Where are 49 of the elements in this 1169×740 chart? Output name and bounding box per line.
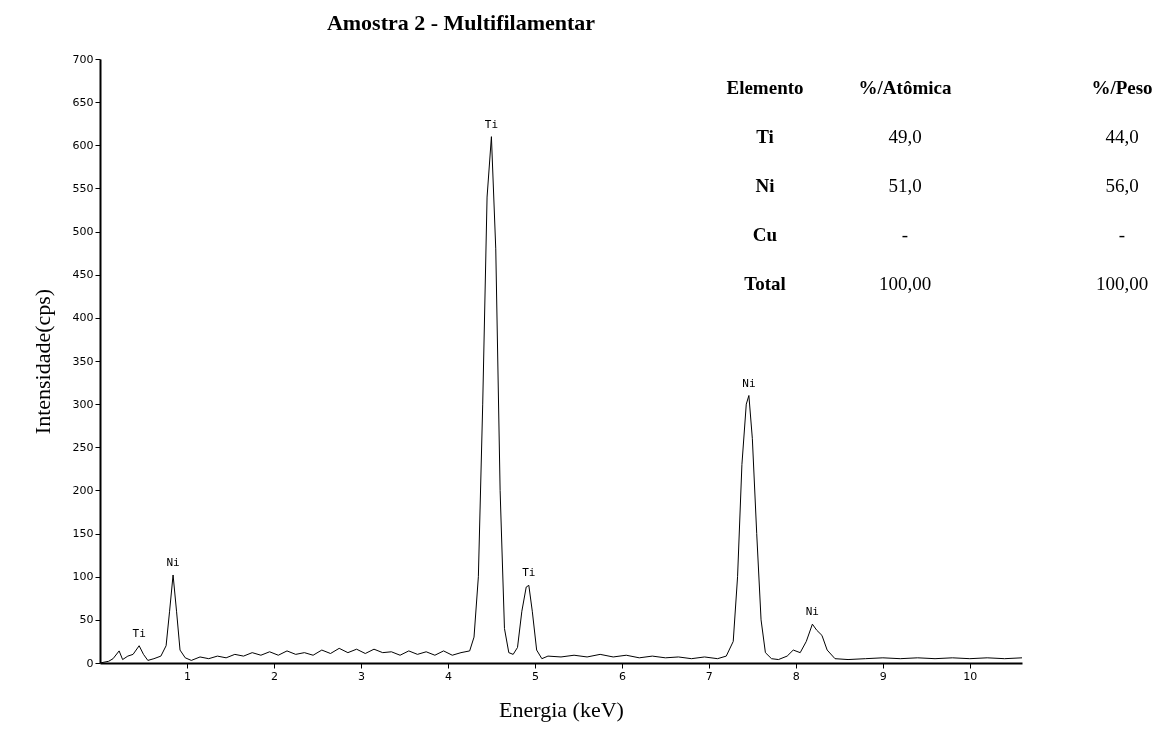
- x-tick-label: 7: [705, 669, 713, 683]
- x-tick-label: 4: [444, 669, 452, 683]
- y-axis-title: Intensidade(cps): [29, 288, 55, 435]
- x-tick-label: 9: [879, 669, 887, 683]
- text: %/Peso: [1091, 77, 1153, 98]
- annotation: Cu: [752, 224, 778, 245]
- y-tick-label: 650: [72, 95, 94, 109]
- y-tick-label: 700: [72, 52, 94, 66]
- x-tick-label: 3: [357, 669, 365, 683]
- annotation: 49,0: [888, 126, 922, 147]
- x-axis-title: Energia (keV): [499, 696, 624, 722]
- annotation: Elemento: [726, 77, 804, 98]
- annotation: -: [901, 224, 909, 245]
- annotation: Ni: [805, 605, 819, 619]
- y-tick-label: 50: [79, 613, 94, 627]
- annotation: 100,00: [878, 273, 932, 294]
- y-tick-label: 250: [72, 440, 94, 454]
- text: -: [1118, 224, 1126, 245]
- y-tick-label: 400: [72, 311, 94, 325]
- annotation: Ni: [166, 555, 180, 569]
- y-tick-label: 0: [86, 656, 94, 670]
- x-tick-label: 2: [270, 669, 278, 683]
- y-tick-label: 350: [72, 354, 94, 368]
- annotation: Ti: [484, 117, 499, 131]
- text: 100,00: [1095, 273, 1149, 294]
- y-tick-label: 150: [72, 527, 94, 541]
- annotation: %/Atômica: [858, 77, 952, 98]
- y-tick-label: 300: [72, 397, 94, 411]
- annotation: Ni: [742, 376, 756, 390]
- y-tick-label: 200: [72, 483, 94, 497]
- y-tick-label: 450: [72, 268, 94, 282]
- y-tick-label: 500: [72, 225, 94, 239]
- x-tick-label: 5: [531, 669, 539, 683]
- text: 44,0: [1105, 126, 1139, 147]
- x-tick-label: 1: [183, 669, 191, 683]
- annotation: Ti: [522, 566, 536, 580]
- x-tick-label: 6: [618, 669, 626, 683]
- y-tick-label: 550: [72, 181, 94, 195]
- annotation: Ti: [756, 126, 774, 147]
- annotation: Ti: [132, 626, 146, 640]
- y-tick-label: 600: [72, 138, 94, 152]
- annotation: Ni: [755, 175, 775, 196]
- x-tick-label: 8: [792, 669, 800, 683]
- text: 56,0: [1105, 175, 1139, 196]
- x-tick-label: 10: [963, 669, 978, 683]
- annotation: 51,0: [888, 175, 922, 196]
- chart-title: Amostra 2 - Multifilamentar: [326, 10, 596, 35]
- y-tick-label: 100: [72, 570, 94, 584]
- annotation: Total: [744, 273, 786, 294]
